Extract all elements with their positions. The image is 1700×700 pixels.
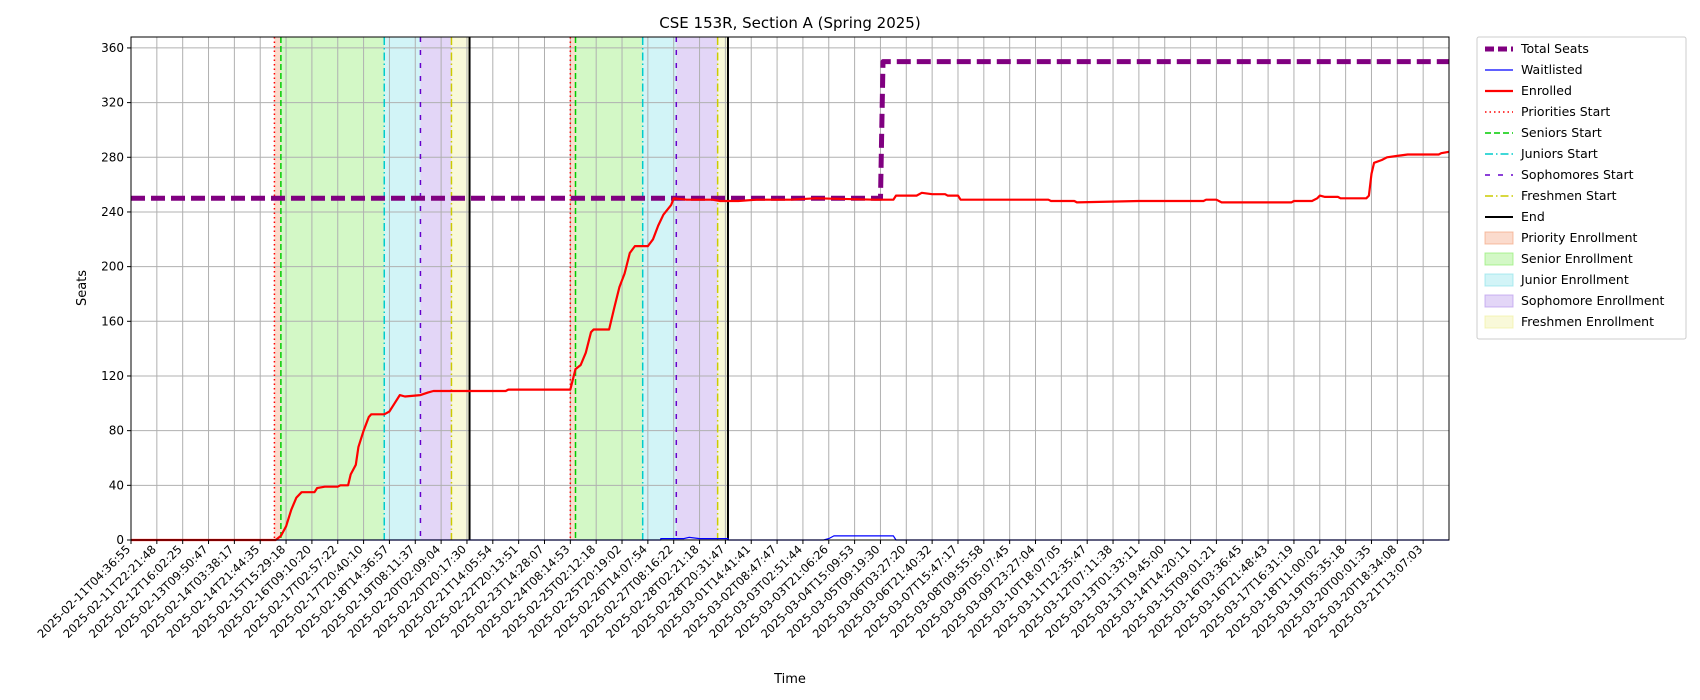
waitlisted-series-line	[131, 535, 1449, 541]
priority-enrollment-legend-swatch	[1484, 231, 1514, 245]
legend: Total Seats Waitlisted Enrolled Priorities …	[1476, 36, 1687, 340]
enrolled-series-line	[131, 150, 1450, 542]
freshmen-enrollment-band-2	[717, 37, 728, 540]
chart-title: CSE 153R, Section A (Spring 2025)	[659, 14, 920, 32]
sophomore-enrollment-band-1	[420, 37, 452, 540]
y-tick-label: 0	[116, 533, 124, 547]
y-tick-label: 40	[109, 478, 124, 492]
legend-label: Senior Enrollment	[1521, 251, 1633, 266]
legend-label: Freshmen Enrollment	[1521, 314, 1654, 329]
legend-label: Sophomore Enrollment	[1521, 293, 1665, 308]
sophomore-enrollment-band-2	[676, 37, 718, 540]
y-tick-label: 80	[109, 424, 124, 438]
data-series	[131, 59, 1450, 542]
sophomore-enrollment-legend-swatch	[1484, 294, 1514, 308]
priority-enrollment-band-2	[570, 37, 576, 540]
y-tick-label: 320	[101, 96, 124, 110]
priority-enrollment-band-1	[274, 37, 281, 540]
freshmen-enrollment-band-1	[451, 37, 470, 540]
plot-frame	[130, 36, 1450, 541]
junior-enrollment-band-1	[384, 37, 421, 540]
total-seats-series-line	[131, 59, 1449, 201]
y-axis-ticks: 0 40 80 120 160 200 240 280 320 360	[101, 41, 131, 547]
senior-enrollment-legend-swatch	[1484, 252, 1514, 266]
y-tick-label: 240	[101, 205, 124, 219]
legend-label: Total Seats	[1520, 41, 1589, 56]
y-tick-label: 280	[101, 150, 124, 164]
y-tick-label: 120	[101, 369, 124, 383]
junior-enrollment-legend-swatch	[1484, 273, 1514, 287]
legend-box	[1476, 36, 1687, 340]
legend-label: Freshmen Start	[1521, 188, 1617, 203]
phase-bands	[274, 37, 728, 540]
legend-label: Juniors Start	[1520, 146, 1598, 161]
senior-enrollment-band-1	[280, 37, 385, 540]
y-tick-label: 160	[101, 314, 124, 328]
x-axis-ticks: 2025-02-11T04:36:552025-02-11T22:21:4820…	[34, 540, 1425, 641]
phase-lines	[273, 37, 729, 540]
y-tick-label: 360	[101, 41, 124, 55]
freshmen-enrollment-legend-swatch	[1484, 315, 1514, 329]
legend-label: Priority Enrollment	[1521, 230, 1638, 245]
y-tick-label: 200	[101, 260, 124, 274]
x-axis-label: Time	[773, 672, 806, 687]
legend-label: Sophomores Start	[1521, 167, 1634, 182]
grid-lines	[130, 37, 1449, 541]
legend-label: Enrolled	[1521, 83, 1572, 98]
legend-label: Waitlisted	[1521, 62, 1583, 77]
legend-label: Priorities Start	[1521, 104, 1610, 119]
senior-enrollment-band-2	[575, 37, 643, 540]
legend-label: End	[1521, 209, 1545, 224]
legend-label: Junior Enrollment	[1520, 272, 1629, 287]
legend-label: Seniors Start	[1521, 125, 1602, 140]
y-axis-label: Seats	[75, 270, 90, 306]
